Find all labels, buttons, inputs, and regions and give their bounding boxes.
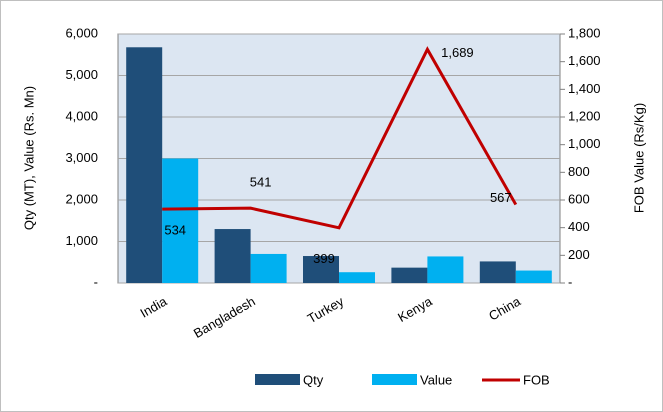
y2-tick-label: 1,400 <box>568 81 601 96</box>
bar <box>214 229 251 283</box>
legend-label: Value <box>420 372 452 387</box>
y-tick-label: 3,000 <box>65 150 98 165</box>
y-tick-label: 4,000 <box>65 108 98 123</box>
line <box>162 46 518 230</box>
bar <box>427 256 464 283</box>
y2-tick-label: 1,200 <box>568 108 601 123</box>
data-label: 1,689 <box>441 45 474 60</box>
y2-tick-label: 600 <box>568 191 590 206</box>
bar <box>126 47 163 283</box>
y2-tick-label: 800 <box>568 164 590 179</box>
y2-tick-label: 1,600 <box>568 53 601 68</box>
data-label: 567 <box>490 190 512 205</box>
y2-tick-label: 1,800 <box>568 25 601 40</box>
y-tick-label: 5,000 <box>65 67 98 82</box>
y2-tick-label: 400 <box>568 219 590 234</box>
data-label: 541 <box>250 175 272 190</box>
legend-swatch <box>255 374 300 385</box>
y-tick-label: 6,000 <box>65 25 98 40</box>
y-tick-label: - <box>94 274 98 289</box>
bar <box>391 267 428 283</box>
data-label: 399 <box>313 251 335 266</box>
bar <box>479 261 516 283</box>
y-tick-label: 2,000 <box>65 191 98 206</box>
y2-tick-label: - <box>568 274 572 289</box>
y2-tick-label: 200 <box>568 247 590 262</box>
y-axis-title: Qty (MT), Value (Rs. Mn) <box>21 86 36 230</box>
legend-swatch <box>372 374 417 385</box>
bar <box>515 270 552 283</box>
y-tick-label: 1,000 <box>65 233 98 248</box>
y2-tick-label: 1,000 <box>568 136 601 151</box>
y2-axis-title: FOB Value (Rs/Kg) <box>631 103 646 213</box>
bar <box>303 256 339 283</box>
legend-label: FOB <box>523 372 550 387</box>
legend-label: Qty <box>303 372 324 387</box>
bar <box>250 253 287 283</box>
data-label: 534 <box>164 223 186 238</box>
bar <box>162 158 199 283</box>
bar <box>339 272 375 283</box>
